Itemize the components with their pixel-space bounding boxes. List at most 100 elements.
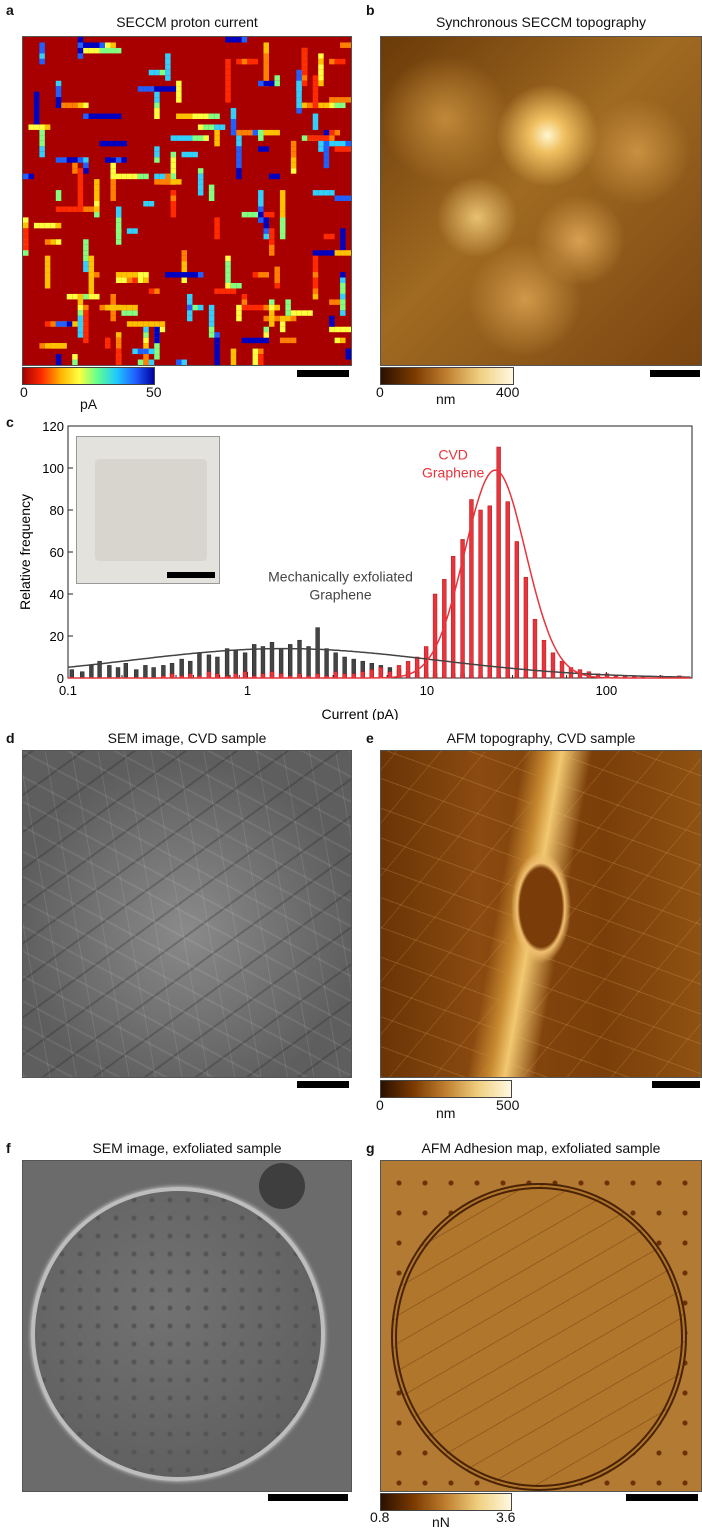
current-pixel <box>263 69 269 76</box>
current-pixel <box>143 86 149 92</box>
y-tick-label: 100 <box>42 461 64 476</box>
cvd-bar <box>360 671 365 679</box>
current-pixel <box>225 288 231 294</box>
current-pixel <box>285 304 291 311</box>
afm-adhesion-map <box>380 1160 702 1492</box>
current-pixel <box>55 80 62 87</box>
current-pixel <box>214 140 220 147</box>
current-pixel <box>312 135 319 141</box>
current-pixel <box>285 337 291 344</box>
current-pixel <box>312 97 319 103</box>
current-pixel <box>290 162 297 169</box>
current-pixel <box>301 47 308 54</box>
current-pixel <box>115 233 122 240</box>
current-pixel <box>340 337 346 344</box>
current-pixel <box>137 359 144 365</box>
current-pixel <box>345 97 351 103</box>
current-pixel <box>88 272 95 278</box>
current-pixel <box>263 326 269 333</box>
dark-particle <box>259 1163 305 1209</box>
current-pixel <box>115 343 122 349</box>
current-pixel <box>176 97 182 103</box>
current-pixel <box>88 42 95 48</box>
current-pixel <box>318 250 324 256</box>
current-pixel <box>77 332 84 338</box>
current-pixel <box>208 195 215 201</box>
current-pixel <box>329 102 335 109</box>
current-pixel <box>345 354 351 360</box>
current-pixel <box>77 184 84 191</box>
current-pixel <box>121 157 127 163</box>
current-pixel <box>165 179 171 185</box>
current-pixel <box>208 332 215 338</box>
current-pixel <box>329 326 335 333</box>
current-pixel <box>176 86 182 92</box>
colorbar-g-max: 3.6 <box>496 1509 516 1525</box>
exfoliated-bar <box>179 658 184 679</box>
current-pixel <box>279 326 286 333</box>
current-pixel <box>55 91 62 98</box>
current-pixel <box>230 129 237 136</box>
current-pixel <box>312 250 319 256</box>
current-pixel <box>214 113 220 119</box>
current-pixel <box>105 42 111 48</box>
current-pixel <box>154 354 160 360</box>
current-pixel <box>55 195 62 201</box>
current-pixel <box>329 299 335 305</box>
current-pixel <box>72 359 78 365</box>
cvd-bar <box>206 671 212 679</box>
current-pixel <box>55 190 62 196</box>
current-pixel <box>214 337 220 344</box>
current-pixel <box>159 173 166 180</box>
current-pixel <box>187 310 193 316</box>
current-pixel <box>329 58 335 65</box>
current-pixel <box>159 179 166 185</box>
adhesion-flake-disk <box>391 1183 687 1491</box>
y-axis-label: Relative frequency <box>17 494 33 610</box>
current-pixel <box>77 37 84 43</box>
current-pixel <box>23 233 29 240</box>
current-pixel <box>143 359 149 365</box>
current-pixel <box>110 293 116 300</box>
current-pixel <box>110 304 116 311</box>
current-pixel <box>187 304 193 311</box>
current-pixel <box>77 310 84 316</box>
current-pixel <box>258 146 264 152</box>
current-pixel <box>94 47 100 54</box>
current-pixel <box>236 283 242 289</box>
current-pixel <box>187 315 193 322</box>
current-pixel <box>263 228 269 234</box>
current-pixel <box>55 97 62 103</box>
current-pixel <box>176 359 182 365</box>
colorbar-g-unit: nN <box>432 1514 450 1530</box>
current-pixel <box>329 321 335 327</box>
current-pixel <box>225 37 231 43</box>
current-pixel <box>137 86 144 92</box>
current-pixel <box>115 222 122 229</box>
colorbar-a-unit: pA <box>80 396 98 412</box>
current-pixel <box>115 304 122 311</box>
current-pixel <box>340 102 346 109</box>
current-pixel <box>115 140 122 147</box>
current-pixel <box>225 91 231 98</box>
current-pixel <box>105 343 111 349</box>
current-pixel <box>39 124 45 130</box>
current-pixel <box>126 228 133 234</box>
current-pixel <box>159 69 166 76</box>
current-pixel <box>274 272 280 278</box>
current-pixel <box>44 343 51 349</box>
current-pixel <box>61 206 67 212</box>
current-pixel <box>241 299 248 305</box>
current-pixel <box>33 91 40 98</box>
current-pixel <box>263 233 269 240</box>
current-pixel <box>323 146 330 152</box>
current-pixel <box>143 277 149 283</box>
current-pixel <box>230 288 237 294</box>
current-pixel <box>318 58 324 65</box>
current-pixel <box>340 239 346 245</box>
current-pixel <box>334 299 341 305</box>
scale-bar-g <box>626 1494 698 1501</box>
current-pixel <box>290 310 297 316</box>
current-pixel <box>269 228 275 234</box>
exfoliated-bar <box>134 669 139 679</box>
